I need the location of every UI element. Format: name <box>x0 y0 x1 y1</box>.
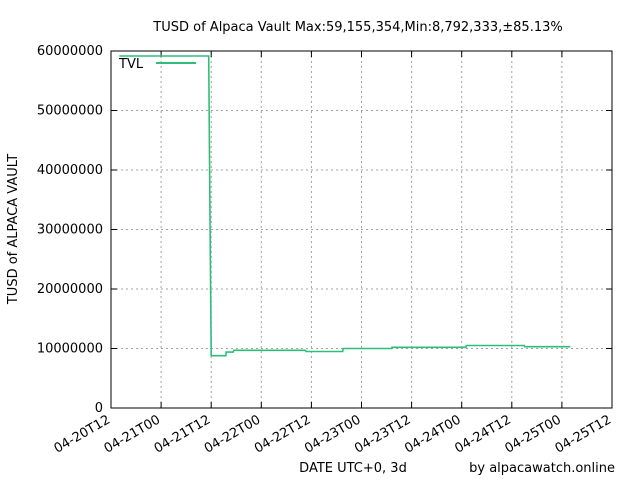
y-tick-label: 50000000 <box>37 104 103 119</box>
credit-label: by alpacawatch.online <box>469 461 615 476</box>
y-tick-label: 0 <box>95 401 103 416</box>
grid-lines <box>111 51 612 408</box>
y-tick-label: 40000000 <box>37 163 103 178</box>
legend-label-tvl: TVL <box>118 57 144 72</box>
y-tick-label: 10000000 <box>37 342 103 357</box>
x-tick-label: 04-21T12 <box>152 412 213 456</box>
x-tick-label: 04-20T12 <box>52 412 113 456</box>
chart-title: TUSD of Alpaca Vault Max:59,155,354,Min:… <box>152 20 562 35</box>
x-tick-label: 04-25T00 <box>502 412 563 456</box>
y-axis-ticks: 0 10000000 20000000 30000000 40000000 5000000… <box>37 44 612 416</box>
x-axis-ticks: 04-20T1204-21T0004-21T1204-22T0004-22T12… <box>52 51 614 457</box>
x-tick-label: 04-23T00 <box>302 412 363 456</box>
y-tick-label: 30000000 <box>37 223 103 238</box>
x-tick-label: 04-22T00 <box>202 412 263 456</box>
series-layer <box>119 55 571 357</box>
y-axis-label: TUSD of ALPACA VAULT <box>6 154 21 305</box>
legend: TVL <box>118 57 196 72</box>
y-tick-label: 60000000 <box>37 44 103 59</box>
series-line-tvl <box>119 55 571 357</box>
x-tick-label: 04-23T12 <box>352 412 413 456</box>
x-tick-label: 04-22T12 <box>252 412 313 456</box>
x-tick-label: 04-25T12 <box>553 412 614 456</box>
x-tick-label: 04-24T12 <box>452 412 513 456</box>
y-tick-label: 20000000 <box>37 282 103 297</box>
x-axis-label: DATE UTC+0, 3d <box>299 461 407 476</box>
x-tick-label: 04-21T00 <box>102 412 163 456</box>
x-tick-label: 04-24T00 <box>402 412 463 456</box>
